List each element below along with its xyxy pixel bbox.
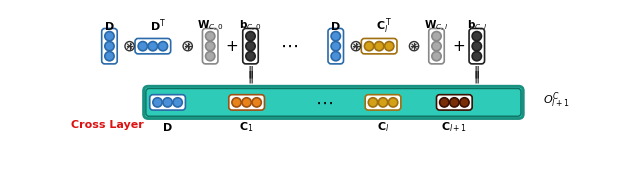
Text: $\mathbf{W}_{C,0}$: $\mathbf{W}_{C,0}$ bbox=[197, 19, 223, 34]
FancyBboxPatch shape bbox=[143, 86, 524, 119]
Text: $\mathbf{b}_{C,l}$: $\mathbf{b}_{C,l}$ bbox=[467, 19, 487, 34]
FancyBboxPatch shape bbox=[102, 29, 117, 64]
Circle shape bbox=[173, 98, 182, 107]
Text: $\mathbf{D}^\mathsf{T}$: $\mathbf{D}^\mathsf{T}$ bbox=[150, 18, 166, 34]
Circle shape bbox=[388, 98, 397, 107]
Circle shape bbox=[242, 98, 252, 107]
Text: $\mathbf{D}$: $\mathbf{D}$ bbox=[104, 20, 115, 32]
FancyBboxPatch shape bbox=[150, 95, 186, 110]
FancyBboxPatch shape bbox=[436, 95, 472, 110]
Text: Cross Layer: Cross Layer bbox=[71, 120, 143, 130]
Circle shape bbox=[105, 31, 114, 41]
Circle shape bbox=[378, 98, 388, 107]
Text: $\|$: $\|$ bbox=[474, 64, 480, 80]
Circle shape bbox=[246, 52, 255, 61]
Text: $\|$: $\|$ bbox=[247, 69, 254, 85]
Circle shape bbox=[158, 42, 168, 51]
FancyBboxPatch shape bbox=[243, 29, 259, 64]
Text: $\mathbf{b}_{C,0}$: $\mathbf{b}_{C,0}$ bbox=[239, 19, 262, 34]
Circle shape bbox=[368, 98, 378, 107]
Circle shape bbox=[163, 98, 172, 107]
Circle shape bbox=[472, 31, 481, 41]
Circle shape bbox=[331, 42, 340, 51]
Circle shape bbox=[450, 98, 459, 107]
Circle shape bbox=[246, 31, 255, 41]
Circle shape bbox=[105, 52, 114, 61]
Text: $\|$: $\|$ bbox=[247, 64, 254, 80]
Circle shape bbox=[138, 42, 147, 51]
Circle shape bbox=[472, 52, 481, 61]
Circle shape bbox=[410, 42, 419, 51]
Text: $\mathbf{C}_{l+1}$: $\mathbf{C}_{l+1}$ bbox=[441, 120, 467, 134]
Text: $\mathbf{C}_l$: $\mathbf{C}_l$ bbox=[377, 120, 389, 134]
Text: $+$: $+$ bbox=[452, 39, 465, 54]
Circle shape bbox=[125, 42, 134, 51]
FancyBboxPatch shape bbox=[362, 38, 397, 54]
Text: $\mathbf{D}$: $\mathbf{D}$ bbox=[330, 20, 341, 32]
Text: $\|$: $\|$ bbox=[474, 69, 480, 85]
Circle shape bbox=[460, 98, 469, 107]
Circle shape bbox=[351, 42, 360, 51]
Circle shape bbox=[148, 42, 157, 51]
Circle shape bbox=[252, 98, 261, 107]
Circle shape bbox=[331, 52, 340, 61]
Text: $\cdots$: $\cdots$ bbox=[315, 93, 333, 111]
Circle shape bbox=[232, 98, 241, 107]
Circle shape bbox=[153, 98, 162, 107]
Text: $O^C_{l+1}$: $O^C_{l+1}$ bbox=[543, 90, 570, 110]
Circle shape bbox=[440, 98, 449, 107]
Text: $\mathbf{W}_{C,l}$: $\mathbf{W}_{C,l}$ bbox=[424, 19, 449, 34]
Circle shape bbox=[105, 42, 114, 51]
FancyBboxPatch shape bbox=[429, 29, 444, 64]
FancyBboxPatch shape bbox=[365, 95, 401, 110]
Circle shape bbox=[205, 42, 215, 51]
Text: $\mathbf{C}_l^{\,\mathsf{T}}$: $\mathbf{C}_l^{\,\mathsf{T}}$ bbox=[376, 16, 393, 36]
FancyBboxPatch shape bbox=[202, 29, 218, 64]
FancyBboxPatch shape bbox=[135, 38, 171, 54]
FancyBboxPatch shape bbox=[328, 29, 344, 64]
Text: $\mathbf{D}$: $\mathbf{D}$ bbox=[163, 121, 173, 133]
Circle shape bbox=[432, 52, 441, 61]
Circle shape bbox=[205, 31, 215, 41]
Circle shape bbox=[364, 42, 374, 51]
Text: $\cdots$: $\cdots$ bbox=[280, 37, 298, 55]
Circle shape bbox=[472, 42, 481, 51]
Text: $+$: $+$ bbox=[225, 39, 239, 54]
Circle shape bbox=[205, 52, 215, 61]
Circle shape bbox=[331, 31, 340, 41]
Circle shape bbox=[385, 42, 394, 51]
FancyBboxPatch shape bbox=[229, 95, 264, 110]
Circle shape bbox=[183, 42, 193, 51]
Circle shape bbox=[374, 42, 384, 51]
Text: $\mathbf{C}_1$: $\mathbf{C}_1$ bbox=[239, 120, 254, 134]
FancyBboxPatch shape bbox=[469, 29, 484, 64]
Circle shape bbox=[432, 31, 441, 41]
Circle shape bbox=[246, 42, 255, 51]
Circle shape bbox=[432, 42, 441, 51]
